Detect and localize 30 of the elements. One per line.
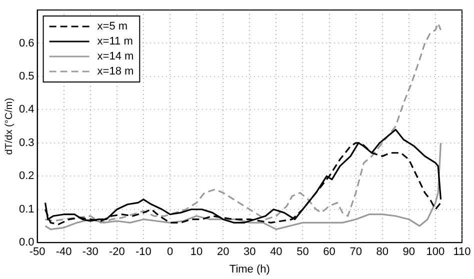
x-tick-label: 50 [296, 246, 309, 258]
legend-label: x=18 m [97, 66, 134, 78]
y-tick-label: 0.5 [18, 70, 34, 82]
x-tick-label: -30 [82, 246, 98, 258]
y-tick-label: 0.0 [18, 236, 34, 249]
x-tick-label: -20 [108, 246, 125, 258]
legend-label: x=11 m [97, 36, 133, 48]
x-tick-label: 40 [270, 246, 282, 258]
y-tick-label: 0.3 [18, 136, 34, 149]
x-tick-label: 10 [190, 246, 203, 258]
y-tick-label: 0.2 [18, 170, 34, 182]
x-tick-label: 20 [216, 246, 230, 258]
y-tick-label: 0.6 [18, 37, 34, 50]
x-tick-label: 70 [350, 246, 362, 258]
x-tick-label: -40 [56, 246, 72, 258]
x-tick-label: 100 [426, 246, 445, 258]
x-tick-label: 0 [166, 246, 174, 258]
y-tick-label: 0.1 [18, 203, 34, 216]
x-tick-label: -50 [29, 246, 46, 258]
x-tick-label: 110 [453, 246, 471, 258]
x-axis-title: Time (h) [229, 263, 270, 276]
x-tick-label: 60 [323, 246, 336, 258]
legend-label: x=5 m [97, 20, 128, 33]
y-axis-title: dT/dx (°C/m) [4, 98, 15, 155]
x-tick-label: -10 [136, 246, 152, 258]
x-tick-label: 90 [402, 246, 416, 258]
x-tick-label: 80 [376, 246, 388, 258]
legend-label: x=14 m [97, 50, 134, 63]
x-tick-label: 30 [244, 246, 256, 258]
y-tick-label: 0.4 [18, 104, 34, 116]
